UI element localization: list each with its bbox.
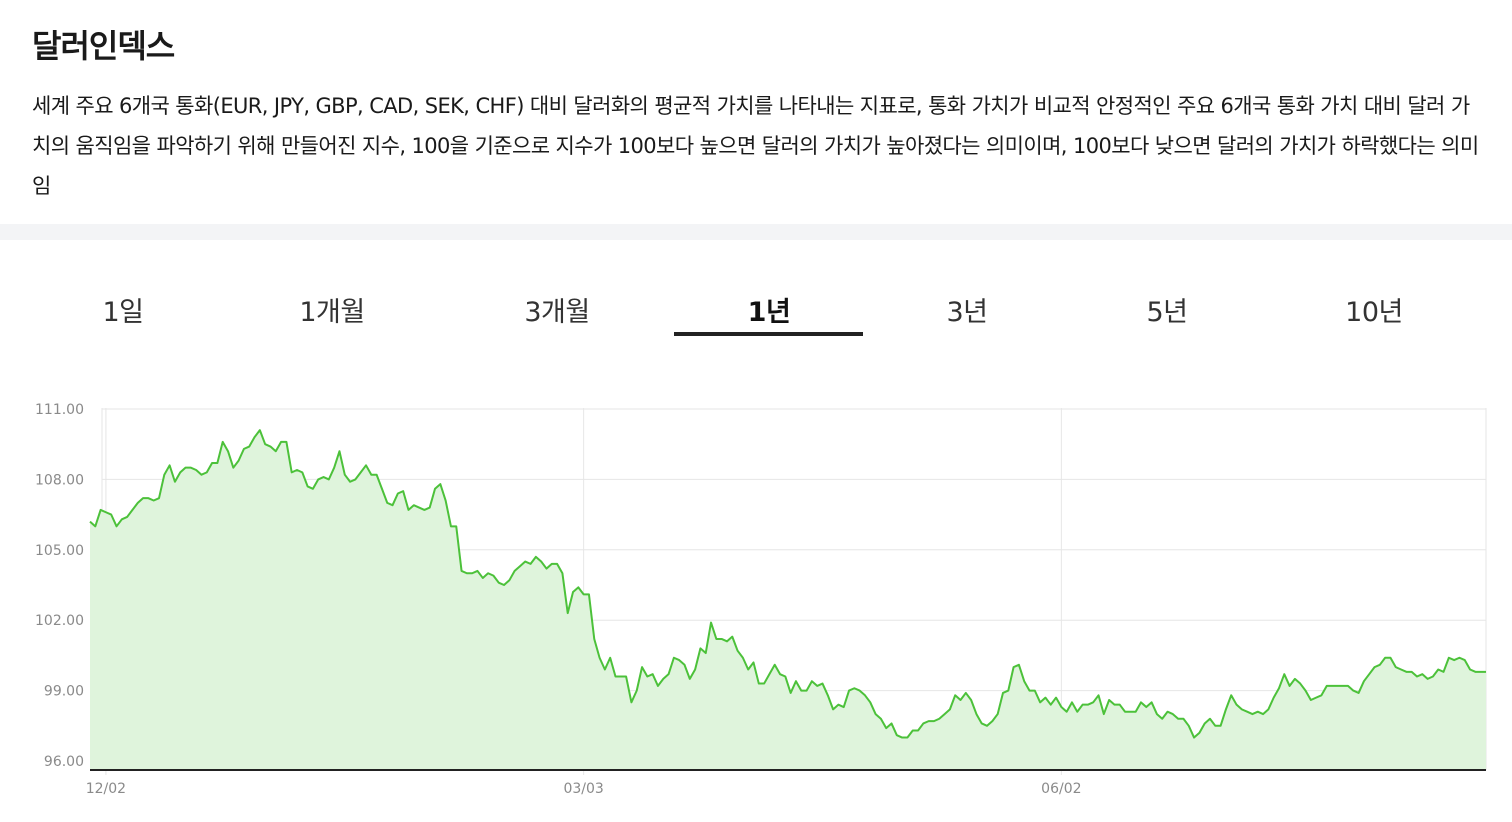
area-fill bbox=[90, 430, 1486, 770]
page-title: 달러인덱스 bbox=[32, 27, 175, 65]
y-tick-label: 99.00 bbox=[44, 684, 84, 700]
tab-1d[interactable]: 1일 bbox=[102, 297, 144, 328]
tab-5y[interactable]: 5년 bbox=[1146, 297, 1188, 328]
tab-1y[interactable]: 1년 bbox=[747, 297, 791, 328]
period-tabs: 1일 1개월 3개월 1년 3년 5년 10년 bbox=[0, 240, 1512, 355]
x-tick-label: 03/03 bbox=[563, 781, 603, 797]
y-tick-label: 96.00 bbox=[44, 754, 84, 770]
x-tick-label: 12/02 bbox=[86, 781, 126, 797]
dollar-index-chart: 111.00 108.00 105.00 102.00 99.00 96.00 12/02… bbox=[35, 402, 1487, 797]
y-tick-label: 108.00 bbox=[35, 472, 84, 488]
page-description: 세계 주요 6개국 통화(EUR, JPY, GBP, CAD, SEK, CH… bbox=[32, 94, 1479, 198]
tab-3m[interactable]: 3개월 bbox=[524, 297, 590, 328]
series-line bbox=[89, 429, 1486, 739]
tab-1m[interactable]: 1개월 bbox=[299, 297, 365, 328]
x-tick-label: 06/02 bbox=[1041, 781, 1081, 797]
y-tick-label: 111.00 bbox=[35, 402, 84, 418]
y-tick-label: 102.00 bbox=[35, 613, 84, 629]
section-divider bbox=[0, 224, 1512, 240]
active-tab-indicator bbox=[674, 332, 863, 336]
header: 달러인덱스 세계 주요 6개국 통화(EUR, JPY, GBP, CAD, S… bbox=[0, 0, 1512, 224]
tab-10y[interactable]: 10년 bbox=[1345, 297, 1403, 328]
y-tick-label: 105.00 bbox=[35, 543, 84, 559]
tab-3y[interactable]: 3년 bbox=[946, 297, 988, 328]
